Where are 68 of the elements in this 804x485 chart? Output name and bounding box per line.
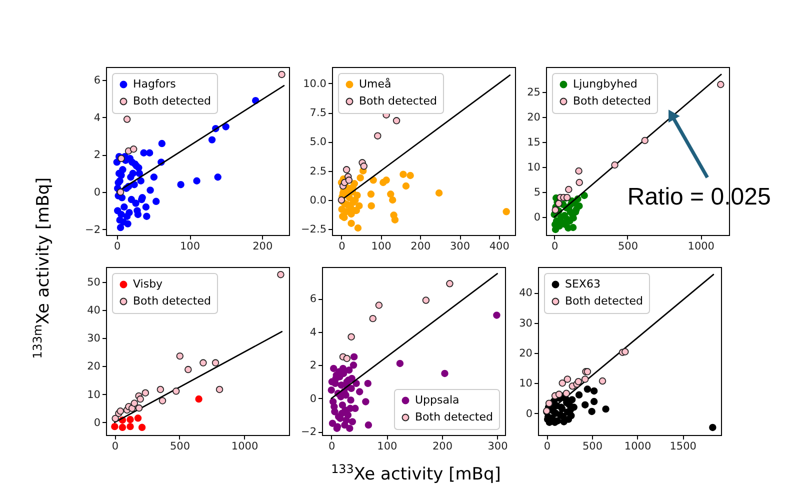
x-tick-label: 0: [114, 240, 121, 252]
x-tick-label: 100: [180, 240, 200, 252]
y-tick-label: 6: [94, 74, 101, 87]
legend-label: Both detected: [133, 294, 211, 308]
y-tick-label: 4: [94, 112, 101, 124]
y-tick-label: 10: [519, 378, 532, 390]
x-tick-label: 0: [551, 240, 558, 252]
y-tick-label: −2: [301, 426, 316, 438]
x-tick-label: 300: [450, 240, 470, 252]
x-tick-label: 200: [252, 240, 273, 252]
legend-label: Both detected: [565, 294, 643, 308]
x-tick-label: 1500: [670, 440, 696, 452]
y-tick-label: 40: [519, 287, 532, 300]
legend-label: Both detected: [359, 94, 437, 108]
x-tick-label: 300: [488, 440, 508, 452]
x-tick-label: 500: [582, 440, 603, 452]
x-tick-label: 0: [338, 240, 346, 252]
y-tick-label: 20: [519, 347, 532, 360]
y-tick-label: −2.5: [301, 224, 326, 236]
x-tick-label: 200: [432, 440, 452, 452]
y-tick-label: 10: [527, 162, 540, 174]
legend-label: Visby: [133, 278, 164, 290]
y-tick-label: 20: [527, 112, 540, 124]
y-tick-label: 0: [310, 392, 316, 405]
y-tick-label: 6: [310, 293, 317, 306]
x-tick-label: 1000: [231, 440, 258, 452]
legend-label: Ljungbyhed: [573, 78, 638, 90]
y-tick-label: 0: [526, 408, 532, 420]
x-tick-label: 400: [489, 240, 510, 252]
x-tick-label: 100: [377, 440, 398, 452]
y-tick-label: 0: [94, 186, 100, 199]
y-tick-label: 2: [94, 149, 100, 162]
y-tick-label: 15: [527, 136, 540, 148]
y-tick-label: 2: [310, 360, 316, 372]
x-tick-label: 1000: [688, 240, 714, 252]
y-tick-label: 0: [534, 212, 540, 224]
y-tick-label: 5: [534, 186, 540, 198]
legend-label: Hagfors: [133, 78, 176, 90]
y-tick-label: 50: [87, 276, 100, 288]
x-tick-label: 1000: [624, 440, 652, 452]
x-tick-label: 500: [618, 240, 638, 252]
y-tick-label: 5.0: [310, 136, 326, 148]
y-tick-label: 40: [87, 304, 100, 316]
y-tick-label: 25: [527, 86, 540, 98]
legend-label: Both detected: [415, 410, 493, 424]
y-tick-label: 30: [519, 317, 532, 330]
legend-label: Both detected: [133, 94, 211, 108]
y-tick-label: −2: [85, 224, 100, 236]
x-tick-label: 0: [544, 440, 551, 452]
legend-label: Uppsala: [415, 394, 460, 406]
x-tick-label: 0: [328, 440, 336, 452]
y-tick-label: 0: [94, 416, 100, 429]
x-tick-label: 500: [170, 440, 190, 452]
legend-label: SEX63: [565, 278, 600, 290]
y-tick-label: 2.5: [310, 165, 326, 178]
y-tick-label: 4: [310, 326, 317, 338]
legend-label: Both detected: [573, 94, 651, 108]
y-tick-label: 30: [87, 332, 100, 345]
y-tick-label: 7.5: [310, 107, 326, 119]
y-tick-label: 20: [87, 360, 100, 373]
x-tick-label: 100: [371, 240, 392, 252]
x-tick-label: 200: [410, 240, 431, 252]
y-tick-label: 10: [87, 388, 100, 401]
x-tick-label: 0: [112, 440, 119, 452]
legend-label: Umeå: [359, 78, 392, 90]
y-tick-label: 10.0: [303, 78, 326, 90]
x-axis-title: $^{133}$Xe activity [mBq]: [331, 462, 501, 485]
y-tick-label: 0.0: [310, 194, 326, 206]
